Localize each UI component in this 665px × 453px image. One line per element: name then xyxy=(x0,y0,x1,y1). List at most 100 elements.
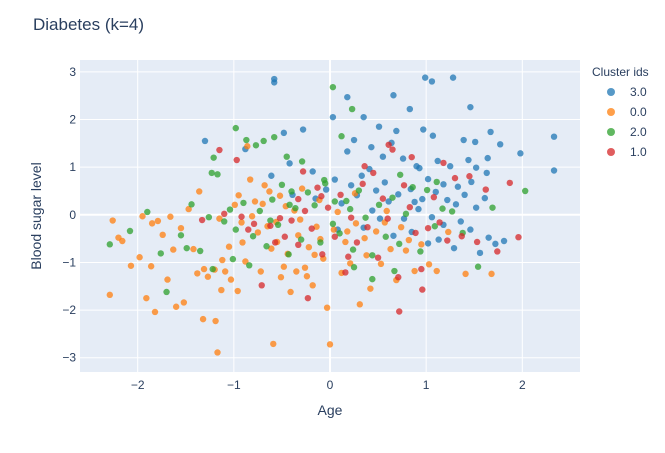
data-point xyxy=(246,176,254,183)
data-point xyxy=(196,188,203,195)
y-tick-label: 3 xyxy=(69,65,76,79)
data-point xyxy=(293,268,300,275)
data-point xyxy=(250,220,258,228)
data-point xyxy=(424,240,432,247)
data-point xyxy=(331,233,339,240)
data-point xyxy=(238,213,245,220)
data-point xyxy=(243,136,250,144)
data-point xyxy=(440,159,447,167)
data-point xyxy=(256,207,264,215)
data-point xyxy=(266,188,273,195)
data-point xyxy=(219,256,226,264)
data-point xyxy=(311,202,318,209)
data-point xyxy=(276,192,284,199)
data-point xyxy=(446,163,454,170)
data-point xyxy=(432,188,439,196)
series-1.0 xyxy=(198,141,522,315)
data-point xyxy=(296,216,304,223)
data-point xyxy=(347,214,355,221)
data-point xyxy=(550,133,558,140)
data-point xyxy=(270,340,277,348)
x-tick-label: 2 xyxy=(519,378,526,392)
data-point xyxy=(329,113,337,121)
data-points xyxy=(106,74,558,356)
data-point xyxy=(431,223,439,230)
y-axis-ticks: −3 −2 −1 0 1 2 3 xyxy=(62,65,76,365)
data-point xyxy=(424,224,432,232)
legend-item[interactable]: 2.0 xyxy=(607,125,647,139)
data-point xyxy=(144,208,151,216)
data-point xyxy=(359,180,366,188)
x-tick-label: 0 xyxy=(327,378,334,392)
data-point xyxy=(454,183,462,190)
legend-item[interactable]: 1.0 xyxy=(607,145,647,159)
data-point xyxy=(106,241,114,248)
data-point xyxy=(389,194,396,201)
data-point xyxy=(221,268,229,275)
data-point xyxy=(232,226,239,233)
data-point xyxy=(471,138,479,146)
data-point xyxy=(379,195,387,202)
data-point xyxy=(375,123,383,130)
data-point xyxy=(303,273,311,280)
data-point xyxy=(405,236,413,244)
data-point xyxy=(246,262,253,269)
data-point xyxy=(261,182,268,189)
data-point xyxy=(494,248,501,255)
data-point xyxy=(276,214,284,222)
data-point xyxy=(331,198,339,205)
data-point xyxy=(216,215,223,222)
data-point xyxy=(271,79,278,86)
data-point xyxy=(496,141,504,148)
data-point xyxy=(448,208,456,215)
data-point xyxy=(286,201,293,209)
x-tick-label: −2 xyxy=(131,378,145,392)
data-point xyxy=(268,172,275,179)
data-point xyxy=(299,126,307,133)
data-point xyxy=(397,223,405,231)
data-point xyxy=(263,243,270,250)
data-point xyxy=(322,186,330,193)
data-point xyxy=(420,126,427,133)
data-point xyxy=(419,286,426,293)
data-point xyxy=(473,238,481,246)
data-point xyxy=(421,74,429,81)
data-point xyxy=(385,141,392,148)
y-tick-label: 2 xyxy=(69,113,76,127)
data-point xyxy=(406,105,414,113)
data-point xyxy=(409,183,416,191)
data-point xyxy=(239,239,246,246)
data-point xyxy=(231,201,239,209)
data-point xyxy=(439,205,446,212)
legend: Cluster ids 3.0 0.0 2.0 1.0 xyxy=(592,65,649,159)
data-point xyxy=(412,229,419,237)
x-axis-title: Age xyxy=(318,402,343,418)
data-point xyxy=(304,189,312,196)
data-point xyxy=(185,205,192,213)
legend-item[interactable]: 3.0 xyxy=(607,85,647,99)
data-point xyxy=(252,142,260,149)
y-tick-label: 0 xyxy=(69,208,76,222)
data-point xyxy=(194,270,201,277)
data-point xyxy=(292,204,299,212)
data-point xyxy=(382,233,389,240)
data-point xyxy=(482,186,489,193)
data-point xyxy=(395,274,402,281)
data-point xyxy=(190,245,197,253)
y-tick-label: −2 xyxy=(62,303,76,317)
data-point xyxy=(487,128,494,136)
data-point xyxy=(177,224,185,232)
data-point xyxy=(468,178,475,186)
data-point xyxy=(358,172,365,179)
data-point xyxy=(233,156,240,164)
data-point xyxy=(204,273,212,280)
x-tick-label: 1 xyxy=(423,378,430,392)
data-point xyxy=(286,160,293,167)
data-point xyxy=(396,308,403,315)
data-point xyxy=(489,204,496,211)
legend-item[interactable]: 0.0 xyxy=(607,105,647,119)
data-point xyxy=(277,274,285,281)
data-point xyxy=(435,236,442,243)
legend-label: 3.0 xyxy=(630,85,647,99)
data-point xyxy=(434,157,441,165)
